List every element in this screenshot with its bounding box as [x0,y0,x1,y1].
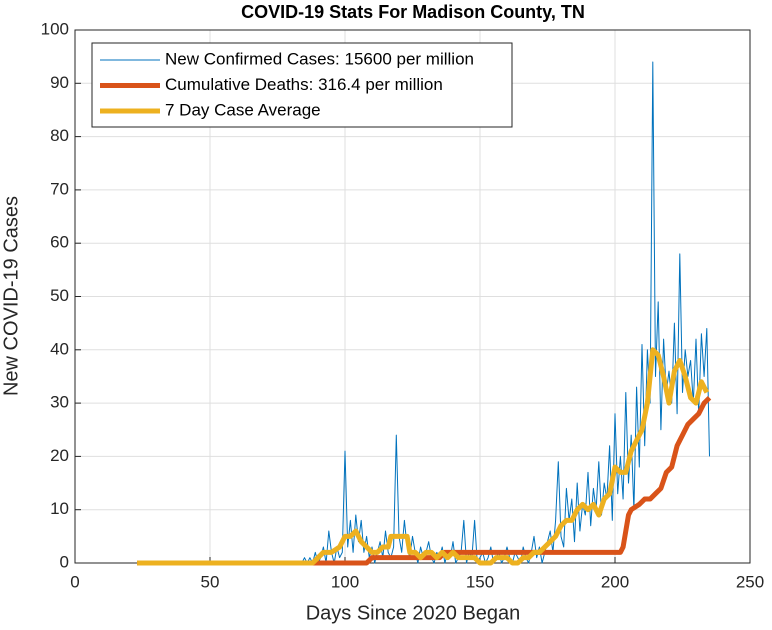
y-tick-label: 80 [50,126,69,145]
legend-box [91,42,513,128]
legend-label: New Confirmed Cases: 15600 per million [165,49,474,68]
y-tick-label: 0 [60,552,69,571]
chart-title: COVID-19 Stats For Madison County, TN [241,2,585,22]
y-tick-label: 50 [50,286,69,305]
y-tick-label: 40 [50,339,69,358]
y-tick-label: 60 [50,233,69,252]
x-tick-label: 0 [70,572,79,591]
y-tick-label: 90 [50,73,69,92]
legend-label: 7 Day Case Average [165,100,321,119]
x-tick-label: 50 [201,572,220,591]
y-axis-label: New COVID-19 Cases [0,196,22,396]
x-tick-label: 100 [331,572,359,591]
y-tick-label: 20 [50,446,69,465]
x-tick-label: 150 [466,572,494,591]
x-tick-label: 250 [736,572,764,591]
axes-box [74,29,751,564]
y-tick-label: 100 [41,19,69,38]
x-axis-label: Days Since 2020 Began [306,602,521,624]
y-tick-label: 10 [50,499,69,518]
y-tick-label: 70 [50,179,69,198]
legend-label: Cumulative Deaths: 316.4 per million [165,75,443,94]
series-line [137,347,710,566]
y-tick-label: 30 [50,393,69,412]
x-tick-label: 200 [601,572,629,591]
